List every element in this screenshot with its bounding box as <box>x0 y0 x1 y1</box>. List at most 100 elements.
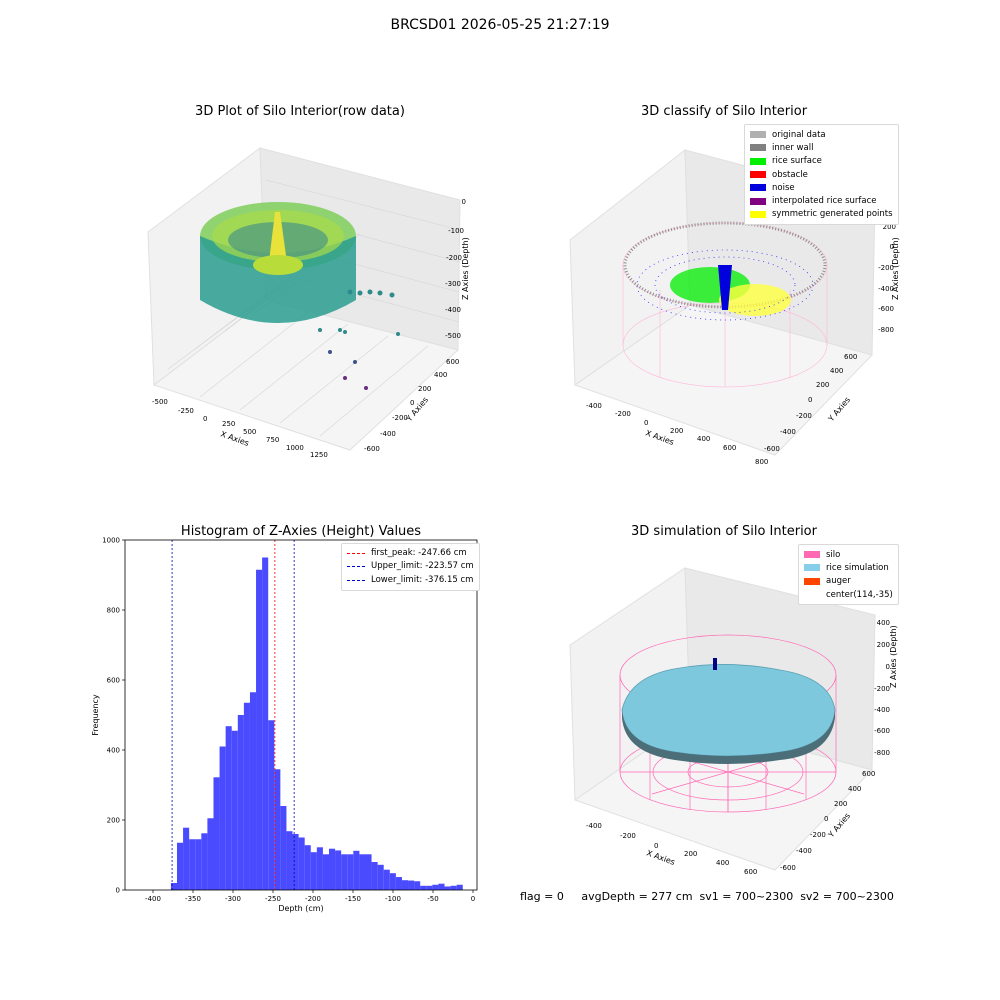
legend-swatch <box>750 184 766 192</box>
svg-text:0: 0 <box>808 396 812 404</box>
svg-text:-600: -600 <box>764 445 780 453</box>
svg-text:750: 750 <box>266 436 279 444</box>
svg-text:600: 600 <box>844 353 857 361</box>
histogram-bar <box>389 873 396 890</box>
svg-text:-250: -250 <box>178 407 194 415</box>
legend-item: rice surface <box>750 155 893 168</box>
svg-text:-400: -400 <box>796 847 812 855</box>
histogram-bar <box>365 854 372 890</box>
histogram-bar <box>420 885 427 890</box>
panel2-x-ticks: -400 -200 0 200 400 600 800 <box>586 402 768 466</box>
x-tick-label: -100 <box>385 895 401 903</box>
histogram-bar <box>280 806 287 890</box>
histogram-xlabel: Depth (cm) <box>278 904 323 913</box>
legend-item: Lower_limit: -376.15 cm <box>347 574 474 587</box>
auger-marker <box>713 658 717 670</box>
svg-text:-200: -200 <box>796 412 812 420</box>
svg-text:400: 400 <box>716 859 729 867</box>
panel2-title: 3D classify of Silo Interior <box>640 104 808 119</box>
histogram-bar <box>341 854 348 890</box>
svg-text:-400: -400 <box>874 706 890 714</box>
histogram-bar <box>444 886 451 890</box>
histogram-bar <box>201 833 208 890</box>
svg-text:-800: -800 <box>878 326 894 334</box>
histogram-legend: first_peak: -247.66 cm Upper_limit: -223… <box>341 543 480 591</box>
panel4-x-ticks: -400 -200 0 200 400 600 <box>586 822 757 876</box>
svg-text:-200: -200 <box>392 414 408 422</box>
svg-text:-100: -100 <box>448 227 464 235</box>
svg-text:-600: -600 <box>878 305 894 313</box>
histogram-bar <box>231 730 238 890</box>
legend-swatch <box>750 197 766 205</box>
svg-text:400: 400 <box>848 785 861 793</box>
histogram-title: Histogram of Z-Axies (Height) Values <box>180 524 422 539</box>
legend-item: auger <box>804 575 893 588</box>
histogram-bar <box>256 569 263 890</box>
svg-text:200: 200 <box>670 427 683 435</box>
legend-item: noise <box>750 181 893 194</box>
svg-text:-400: -400 <box>878 285 894 293</box>
svg-text:0: 0 <box>203 415 207 423</box>
histogram-bar <box>408 880 415 890</box>
panel1-z-ticks: 0 -100 -200 -300 -400 -500 <box>445 198 466 340</box>
histogram-bar <box>243 702 250 890</box>
panel1-title: 3D Plot of Silo Interior(row data) <box>195 104 405 119</box>
histogram-bars <box>170 557 463 890</box>
histogram-bar <box>316 847 323 890</box>
histogram-bar <box>170 883 177 890</box>
y-tick-label: 1000 <box>102 537 120 545</box>
svg-text:0: 0 <box>886 663 890 671</box>
svg-text:600: 600 <box>446 358 459 366</box>
y-tick-label: 800 <box>107 607 120 615</box>
histogram-bar <box>268 720 275 890</box>
panel2-ylabel: Y Axies <box>826 395 852 424</box>
histogram-bar <box>195 839 202 890</box>
histogram-bar <box>183 827 190 890</box>
svg-text:600: 600 <box>862 770 875 778</box>
panel1-y-ticks: 600 400 200 0 -200 -400 -600 <box>364 358 459 453</box>
x-tick-label: -150 <box>345 895 361 903</box>
panel1-ylabel: Y Axies <box>404 395 430 424</box>
histogram-bar <box>377 864 384 890</box>
histogram-bar <box>359 854 366 890</box>
svg-text:0: 0 <box>462 198 466 206</box>
legend-swatch <box>804 577 820 585</box>
panel4-title: 3D simulation of Silo Interior <box>631 524 817 539</box>
rice-simulation-surface <box>621 664 836 757</box>
panel2-z-ticks: 200 0 -200 -400 -600 -800 <box>878 223 896 334</box>
svg-text:400: 400 <box>877 619 890 627</box>
histogram-bar <box>322 854 329 890</box>
y-tick-label: 200 <box>107 817 120 825</box>
svg-text:200: 200 <box>877 641 890 649</box>
panel2-points <box>623 221 827 321</box>
svg-text:0: 0 <box>824 815 828 823</box>
histogram-bar <box>292 834 299 890</box>
svg-text:-400: -400 <box>380 430 396 438</box>
histogram-bar <box>310 852 317 890</box>
histogram-bar <box>237 715 244 890</box>
svg-text:-600: -600 <box>364 445 380 453</box>
histogram-bar <box>371 862 378 890</box>
legend-swatch <box>804 551 820 559</box>
histogram-bar <box>456 884 463 890</box>
figure-title: BRCSD01 2026-05-25 21:27:19 <box>390 17 610 33</box>
histogram-bar <box>213 777 220 890</box>
histogram-bar <box>426 885 433 890</box>
legend-item: interpolated rice surface <box>750 194 893 207</box>
legend-line <box>347 579 365 581</box>
histogram-bar <box>401 880 409 890</box>
y-tick-label: 400 <box>107 747 120 755</box>
panel4-ylabel: Y Axies <box>826 811 852 840</box>
svg-text:250: 250 <box>222 420 235 428</box>
svg-text:-400: -400 <box>780 428 796 436</box>
x-tick-label: -250 <box>265 895 281 903</box>
svg-text:1250: 1250 <box>310 451 328 459</box>
x-tick-label: 0 <box>471 895 475 903</box>
histogram-frame <box>124 539 478 891</box>
svg-text:600: 600 <box>744 868 757 876</box>
svg-text:-500: -500 <box>445 332 461 340</box>
